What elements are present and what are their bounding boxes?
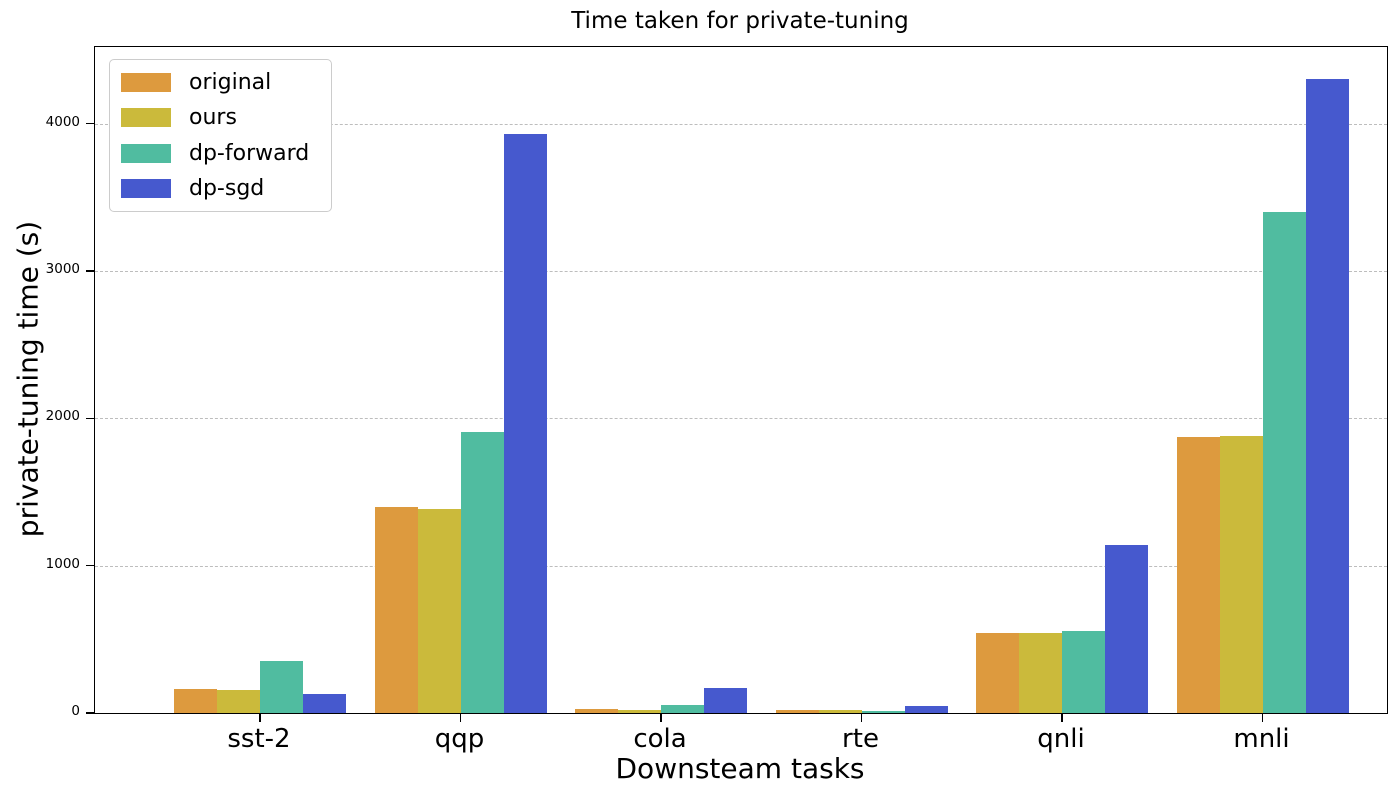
bar-original-qnli bbox=[976, 632, 1019, 713]
bar-dp-sgd-mnli bbox=[1305, 79, 1349, 713]
legend-item-dp-sgd: dp-sgd bbox=[121, 176, 309, 201]
chart-title: Time taken for private-tuning bbox=[571, 8, 909, 34]
x-tick-label-mnli: mnli bbox=[1233, 724, 1290, 754]
bar-dp-forward-rte bbox=[861, 711, 905, 713]
y-tick-mark-2000 bbox=[86, 417, 94, 419]
bar-dp-forward-mnli bbox=[1262, 212, 1306, 713]
legend-swatch-dp-sgd bbox=[121, 179, 171, 199]
legend: original ours dp-forward dp-sgd bbox=[109, 59, 333, 213]
bar-dp-sgd-qqp bbox=[503, 133, 547, 713]
legend-label-dp-sgd: dp-sgd bbox=[189, 175, 265, 201]
legend-label-ours: ours bbox=[189, 105, 237, 131]
x-tick-mark-qnli bbox=[1061, 714, 1063, 722]
bar-original-mnli bbox=[1176, 437, 1220, 713]
bar-dp-forward-qnli bbox=[1062, 630, 1105, 713]
gridline-y-3000 bbox=[95, 270, 1387, 272]
y-tick-mark-0 bbox=[86, 712, 94, 714]
x-tick-label-qqp: qqp bbox=[434, 724, 485, 754]
bar-dp-sgd-cola bbox=[704, 687, 747, 713]
bar-original-sst-2 bbox=[174, 689, 217, 713]
bar-dp-forward-qqp bbox=[460, 432, 504, 713]
y-tick-label-1000: 1000 bbox=[45, 555, 80, 572]
bar-dp-forward-cola bbox=[661, 704, 704, 713]
bar-ours-qqp bbox=[417, 508, 461, 713]
y-tick-mark-1000 bbox=[86, 564, 94, 567]
y-tick-label-3000: 3000 bbox=[45, 260, 80, 277]
x-axis-label: Downsteam tasks bbox=[615, 752, 865, 785]
y-tick-label-0: 0 bbox=[71, 703, 80, 719]
legend-swatch-original bbox=[121, 73, 171, 93]
bar-ours-cola bbox=[618, 709, 661, 713]
bar-original-cola bbox=[575, 709, 618, 713]
x-tick-label-rte: rte bbox=[842, 724, 879, 754]
bar-original-rte bbox=[775, 709, 819, 713]
x-tick-label-sst-2: sst-2 bbox=[227, 724, 291, 754]
x-tick-mark-mnli bbox=[1261, 714, 1264, 722]
bar-ours-mnli bbox=[1219, 436, 1263, 713]
bar-dp-forward-sst-2 bbox=[260, 660, 303, 713]
x-tick-mark-qqp bbox=[459, 714, 462, 722]
legend-swatch-ours bbox=[121, 108, 171, 128]
gridline-y-1000 bbox=[95, 565, 1387, 567]
y-tick-mark-4000 bbox=[86, 122, 94, 125]
bar-dp-sgd-sst-2 bbox=[303, 693, 346, 713]
legend-item-dp-forward: dp-forward bbox=[121, 141, 309, 166]
legend-label-original: original bbox=[189, 70, 272, 95]
bar-dp-sgd-qnli bbox=[1105, 544, 1148, 713]
legend-swatch-dp-forward bbox=[121, 143, 171, 163]
legend-item-ours: ours bbox=[121, 105, 309, 130]
y-tick-label-4000: 4000 bbox=[45, 113, 80, 130]
gridline-y-2000 bbox=[95, 418, 1387, 420]
bar-ours-sst-2 bbox=[217, 689, 260, 713]
x-tick-label-cola: cola bbox=[633, 724, 687, 754]
x-tick-mark-rte bbox=[860, 714, 863, 722]
x-tick-label-qnli: qnli bbox=[1037, 724, 1085, 754]
bar-original-qqp bbox=[374, 507, 418, 713]
legend-item-original: original bbox=[121, 70, 309, 95]
bar-ours-qnli bbox=[1019, 633, 1062, 713]
x-tick-mark-sst-2 bbox=[259, 714, 261, 722]
bar-dp-sgd-rte bbox=[904, 705, 948, 713]
bar-ours-rte bbox=[818, 709, 862, 713]
gridline-y-4000 bbox=[95, 123, 1387, 125]
y-tick-mark-3000 bbox=[86, 270, 94, 272]
legend-label-dp-forward: dp-forward bbox=[189, 140, 310, 166]
y-tick-label-2000: 2000 bbox=[45, 408, 80, 425]
x-tick-mark-cola bbox=[660, 714, 662, 722]
